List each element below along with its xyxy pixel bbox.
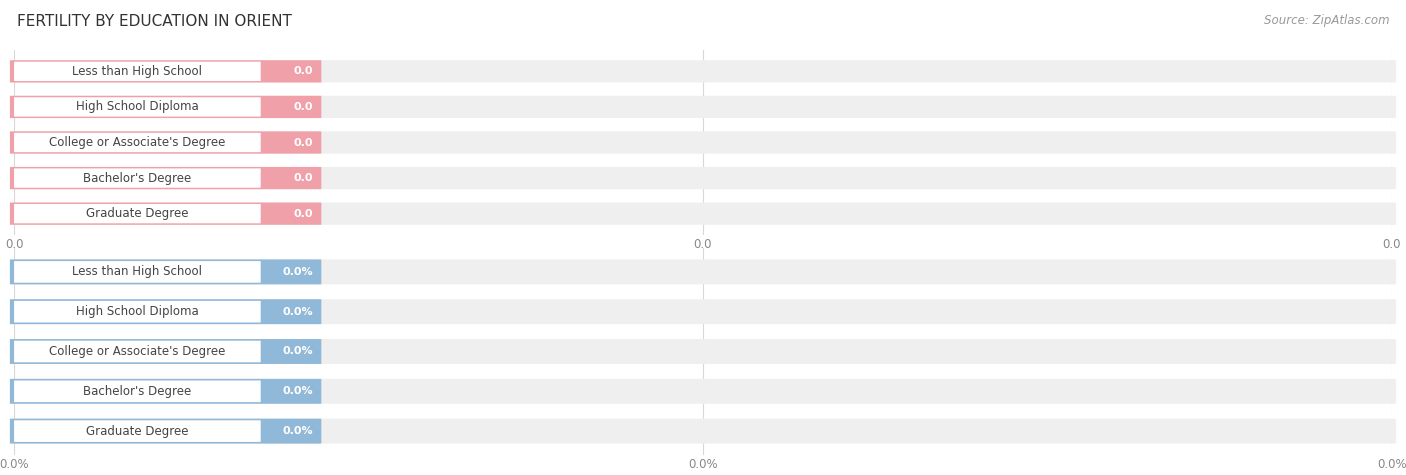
Text: High School Diploma: High School Diploma [76,100,198,114]
FancyBboxPatch shape [10,96,322,118]
FancyBboxPatch shape [10,60,322,83]
Text: Bachelor's Degree: Bachelor's Degree [83,171,191,185]
FancyBboxPatch shape [14,380,260,402]
Text: Less than High School: Less than High School [72,266,202,278]
Text: 0.0%: 0.0% [283,307,314,317]
Text: 0.0%: 0.0% [283,267,314,277]
FancyBboxPatch shape [10,259,322,285]
FancyBboxPatch shape [10,339,322,364]
FancyBboxPatch shape [14,420,260,442]
Text: 0.0%: 0.0% [283,386,314,396]
Text: College or Associate's Degree: College or Associate's Degree [49,136,225,149]
Text: Graduate Degree: Graduate Degree [86,207,188,220]
FancyBboxPatch shape [10,202,322,225]
FancyBboxPatch shape [14,133,260,152]
FancyBboxPatch shape [14,341,260,362]
Text: College or Associate's Degree: College or Associate's Degree [49,345,225,358]
FancyBboxPatch shape [10,299,322,324]
FancyBboxPatch shape [10,167,322,189]
Text: FERTILITY BY EDUCATION IN ORIENT: FERTILITY BY EDUCATION IN ORIENT [17,14,292,29]
FancyBboxPatch shape [10,60,1396,83]
FancyBboxPatch shape [10,132,1396,153]
FancyBboxPatch shape [10,379,322,404]
Text: Bachelor's Degree: Bachelor's Degree [83,385,191,398]
FancyBboxPatch shape [10,259,1396,285]
Text: Less than High School: Less than High School [72,65,202,78]
Text: High School Diploma: High School Diploma [76,305,198,318]
Text: 0.0: 0.0 [294,102,314,112]
FancyBboxPatch shape [10,339,1396,364]
Text: 0.0: 0.0 [294,173,314,183]
FancyBboxPatch shape [14,261,260,283]
FancyBboxPatch shape [10,96,1396,118]
FancyBboxPatch shape [10,299,1396,324]
FancyBboxPatch shape [10,167,1396,189]
Text: 0.0: 0.0 [294,66,314,76]
FancyBboxPatch shape [14,97,260,116]
FancyBboxPatch shape [10,418,1396,444]
FancyBboxPatch shape [14,169,260,188]
Text: 0.0: 0.0 [294,209,314,218]
FancyBboxPatch shape [14,204,260,223]
FancyBboxPatch shape [10,418,322,444]
FancyBboxPatch shape [10,202,1396,225]
Text: Graduate Degree: Graduate Degree [86,425,188,437]
Text: 0.0: 0.0 [294,137,314,148]
Text: 0.0%: 0.0% [283,346,314,357]
FancyBboxPatch shape [10,132,322,153]
FancyBboxPatch shape [14,301,260,323]
FancyBboxPatch shape [10,379,1396,404]
FancyBboxPatch shape [14,62,260,81]
Text: Source: ZipAtlas.com: Source: ZipAtlas.com [1264,14,1389,27]
Text: 0.0%: 0.0% [283,426,314,436]
